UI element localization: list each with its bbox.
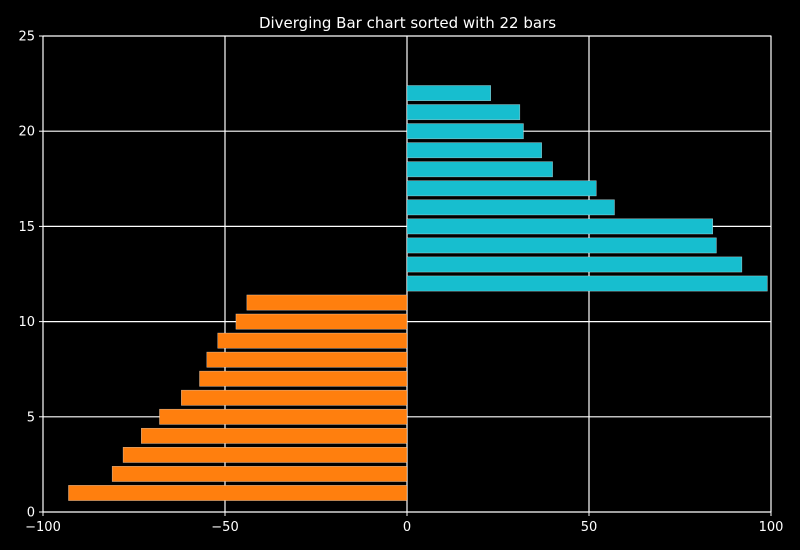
bars <box>68 85 768 501</box>
bar-negative <box>181 389 408 406</box>
x-tick-label: −50 <box>211 520 238 535</box>
bar-negative <box>159 408 408 425</box>
y-tick-label: 5 <box>27 410 35 425</box>
y-tick-label: 15 <box>18 220 35 235</box>
bar-positive <box>406 199 615 216</box>
y-tick-label: 0 <box>27 506 35 521</box>
x-tick-label: 50 <box>581 520 598 535</box>
bar-positive <box>406 85 491 101</box>
bar-negative <box>111 466 408 482</box>
bar-positive <box>406 237 717 254</box>
bar-negative <box>122 447 408 463</box>
x-tick-label: −100 <box>25 520 61 535</box>
y-tick-label: 10 <box>18 315 35 330</box>
axes <box>39 35 772 516</box>
bar-negative <box>206 351 408 368</box>
bar-negative <box>235 313 408 330</box>
chart-title: Diverging Bar chart sorted with 22 bars <box>259 14 556 32</box>
bar-positive <box>406 104 521 121</box>
bar-positive <box>406 142 542 159</box>
x-tick-label: 100 <box>759 520 784 535</box>
bar-positive <box>406 275 768 292</box>
bar-positive <box>406 123 524 140</box>
tick-labels: −100 −50 0 50 100 0 5 10 15 20 25 <box>18 30 783 536</box>
bar-positive <box>406 256 743 273</box>
y-tick-label: 20 <box>18 125 35 140</box>
bar-positive <box>406 218 714 235</box>
bar-negative <box>217 332 408 349</box>
y-tick-label: 25 <box>18 30 35 45</box>
x-tick-label: 0 <box>403 520 411 535</box>
bar-negative <box>199 370 408 387</box>
bar-positive <box>406 180 597 197</box>
bar-negative <box>141 427 408 444</box>
bar-negative <box>68 485 408 501</box>
bar-negative <box>246 294 408 311</box>
bar-positive <box>406 161 553 178</box>
